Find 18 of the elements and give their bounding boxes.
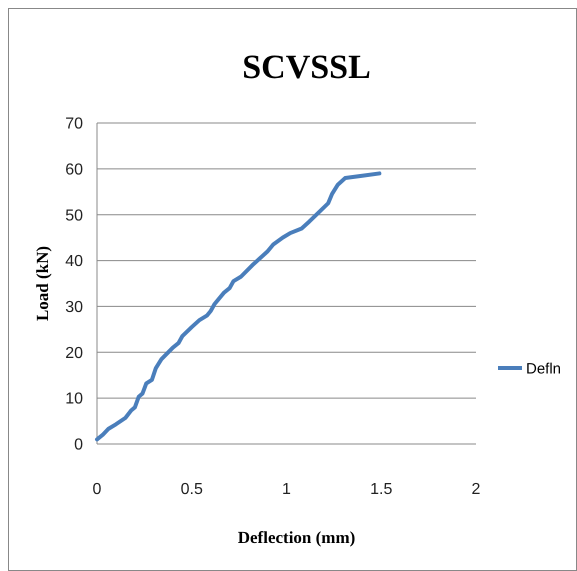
line-series (95, 171, 382, 442)
x-tick-label: 0.5 (180, 481, 203, 498)
y-axis-title: Load (kN) (33, 246, 52, 322)
x-tick-label: 1 (282, 481, 292, 498)
chart-title: SCVSSL (242, 49, 371, 86)
y-tick-label: 70 (65, 116, 84, 133)
y-tick-label: 60 (65, 161, 84, 178)
y-tick-label: 40 (65, 253, 84, 270)
y-tick-label: 0 (74, 436, 84, 454)
y-tick-label: 30 (65, 299, 84, 316)
y-tick-label: 50 (65, 207, 84, 224)
y-tick-label: 20 (65, 344, 84, 362)
y-tick-label: 10 (65, 390, 84, 408)
x-axis-title: Deflection (mm) (238, 528, 356, 547)
x-tick-label: 2 (472, 481, 481, 498)
x-tick-label: 1.5 (370, 481, 392, 498)
x-tick-label: 0 (92, 481, 102, 498)
legend-label: Defln (526, 360, 562, 378)
